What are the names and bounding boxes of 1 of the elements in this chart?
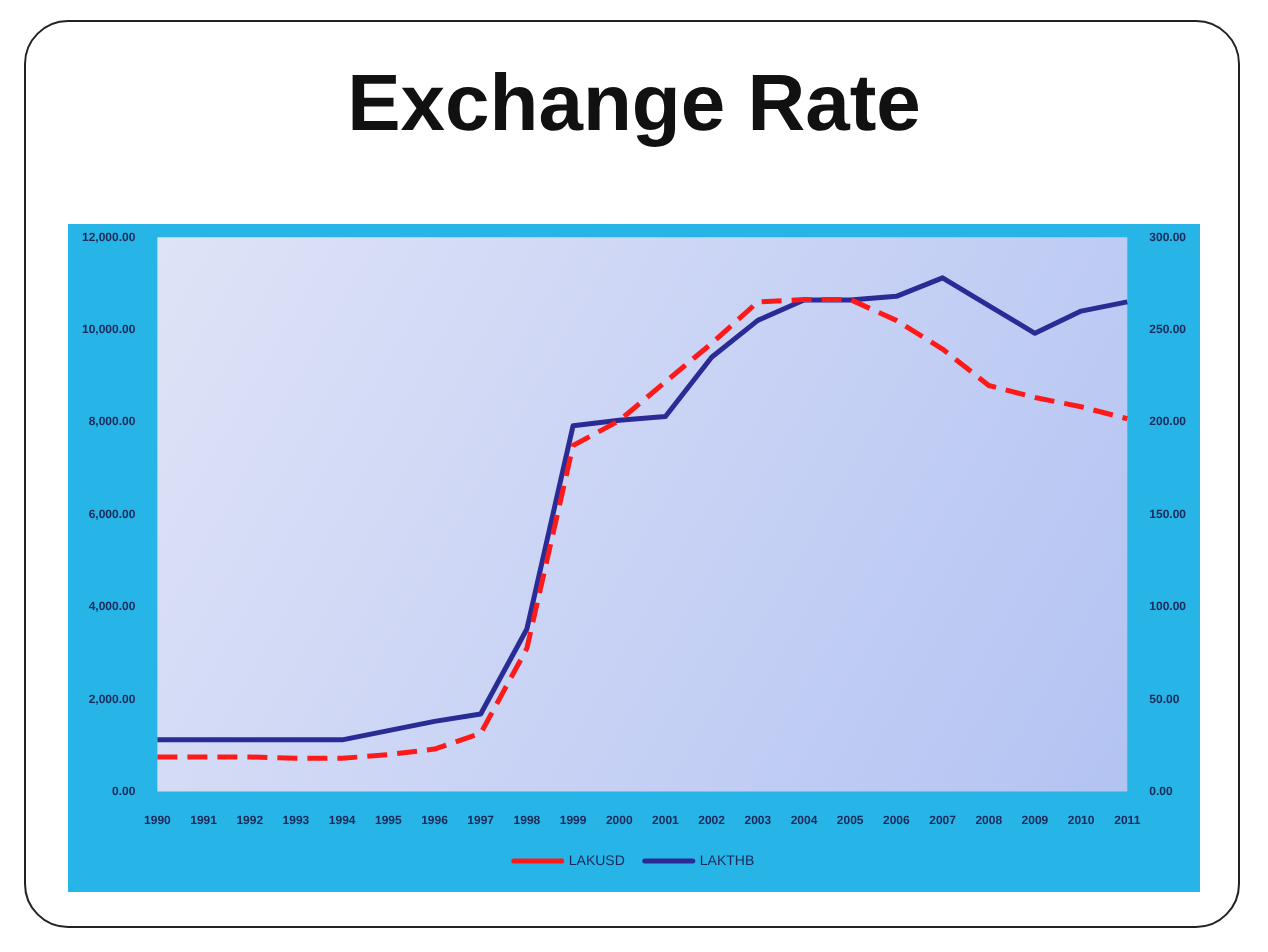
chart-title: Exchange Rate [345, 60, 923, 150]
